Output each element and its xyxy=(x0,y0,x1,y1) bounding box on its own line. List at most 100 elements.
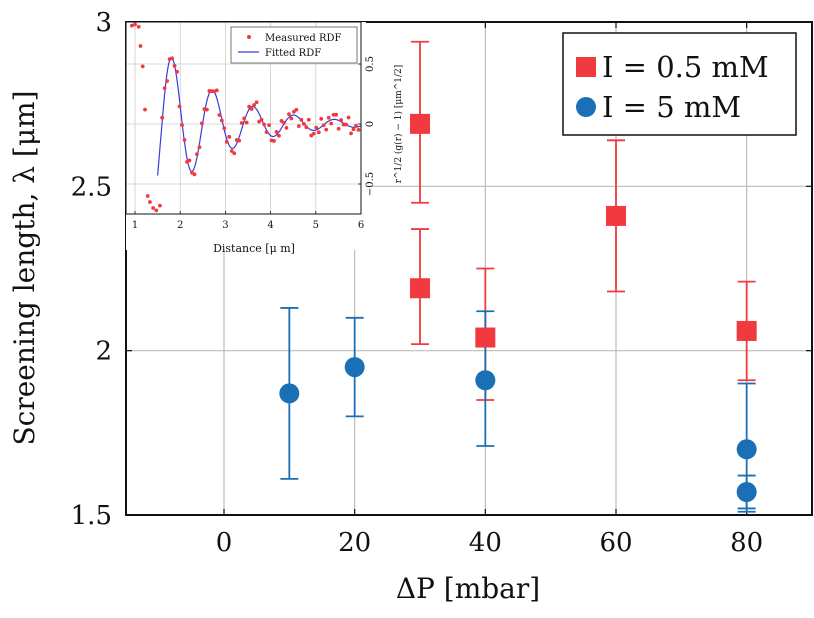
inset-measured-point xyxy=(287,112,291,117)
data-point-square xyxy=(410,113,430,134)
inset-measured-point xyxy=(165,79,170,83)
inset-measured-point xyxy=(254,100,259,105)
x-tick-label: 40 xyxy=(469,528,502,558)
inset-measured-point xyxy=(200,121,204,126)
inset-measured-point xyxy=(192,172,197,177)
inset-measured-point xyxy=(262,122,266,127)
inset-measured-point xyxy=(252,103,257,107)
data-point-circle xyxy=(279,383,300,404)
inset-measured-point xyxy=(157,203,162,208)
legend-marker-square xyxy=(576,57,596,77)
data-point-square xyxy=(410,278,430,299)
x-tick-label: 0 xyxy=(216,528,233,558)
inset-measured-point xyxy=(301,121,306,126)
inset-measured-point xyxy=(138,44,143,48)
inset-measured-point xyxy=(334,112,339,117)
main-series xyxy=(279,40,757,513)
inset-legend-measured-label: Measured RDF xyxy=(265,33,342,44)
inset-measured-point xyxy=(299,117,304,122)
inset-measured-point xyxy=(344,122,348,127)
inset-legend-measured-marker xyxy=(247,35,251,39)
data-point-circle xyxy=(344,357,365,378)
inset-measured-point xyxy=(247,104,252,109)
inset-measured-point xyxy=(264,130,269,135)
data-point-circle xyxy=(736,481,757,502)
inset-measured-point xyxy=(227,134,232,139)
inset-measured-point xyxy=(219,118,224,123)
inset-measured-point xyxy=(151,206,156,210)
inset-legend-fitted-label: Fitted RDF xyxy=(265,48,321,59)
y-tick-label: 2 xyxy=(95,337,112,367)
inset-measured-point xyxy=(354,123,358,128)
inset-measured-point xyxy=(351,127,356,132)
inset-measured-point xyxy=(274,130,279,134)
inset-measured-point xyxy=(133,22,137,27)
inset-measured-point xyxy=(242,116,247,121)
inset-measured-point xyxy=(160,115,165,120)
inset-measured-point xyxy=(326,115,331,120)
data-point-circle xyxy=(475,370,496,391)
inset-legend: Measured RDF Fitted RDF xyxy=(230,26,358,64)
inset-measured-point xyxy=(182,138,187,142)
inset-measured-point xyxy=(277,133,281,138)
data-point-square xyxy=(475,327,496,348)
data-point-square xyxy=(606,205,626,226)
inset-measured-point xyxy=(306,117,311,122)
inset-measured-point xyxy=(154,208,159,213)
inset-ticks: 1 2 3 4 5 6 0.5 0 −0.5 xyxy=(132,56,376,231)
inset-measured-point xyxy=(329,121,334,126)
inset-measured-point xyxy=(195,152,199,157)
inset-measured-point xyxy=(249,107,254,111)
legend-label-0: I = 0.5 mM xyxy=(602,50,769,84)
data-point-square xyxy=(736,320,757,341)
y-tick-label: 1.5 xyxy=(71,501,112,531)
inset-measured-point xyxy=(244,120,249,125)
inset-measured-point xyxy=(339,118,344,122)
inset-measured-point xyxy=(177,104,182,109)
inset-measured-point xyxy=(217,113,222,117)
inset-measured-point xyxy=(294,107,299,112)
inset-measured-point xyxy=(324,127,329,132)
x-tick-label: 20 xyxy=(338,528,371,558)
x-tick-label: 80 xyxy=(730,528,763,558)
inset-measured-point xyxy=(267,123,271,128)
inset-measured-point xyxy=(311,131,316,136)
y-tick-label: 3 xyxy=(95,8,112,38)
inset-measured-point xyxy=(296,124,301,128)
inset-x-tick-label: 5 xyxy=(313,220,319,231)
inset-measured-point xyxy=(259,117,264,122)
inset-measured-point xyxy=(222,126,227,131)
inset-x-tick-label: 4 xyxy=(267,220,273,231)
inset-measured-point xyxy=(136,24,141,29)
inset-measured-point xyxy=(140,64,145,69)
inset-x-tick-label: 6 xyxy=(358,220,364,231)
main-x-axis-label: ΔP [mbar] xyxy=(396,572,540,605)
inset-measured-point xyxy=(239,121,244,125)
inset-measured-point xyxy=(175,69,179,74)
inset-x-tick-label: 3 xyxy=(222,220,228,231)
inset-frame xyxy=(125,21,362,215)
inset-measured-point xyxy=(319,116,324,121)
inset-measured-point xyxy=(214,88,219,93)
inset-measured-point xyxy=(187,158,192,163)
main-ticks: 0 20 40 60 801.522.53 xyxy=(71,8,812,558)
main-plot-frame xyxy=(125,21,813,516)
inset-measured-point xyxy=(284,126,289,130)
inset-measured-point xyxy=(172,63,177,68)
main-y-axis-label: Screening length, λ [μm] xyxy=(8,90,41,445)
inset-measured-point xyxy=(204,107,209,112)
inset-x-axis-label: Distance [μ m] xyxy=(213,242,295,255)
inset-measured-point xyxy=(162,86,167,91)
legend-label-1: I = 5 mM xyxy=(602,90,741,124)
inset-measured-point xyxy=(170,56,174,61)
inset-measured-point xyxy=(232,151,237,156)
inset-measured-point xyxy=(289,116,294,121)
inset-measured-point xyxy=(224,139,229,144)
inset-measured-point xyxy=(148,200,152,204)
inset-measured-point xyxy=(272,139,276,143)
inset-measured-point xyxy=(237,138,242,143)
inset-y-tick-label: −0.5 xyxy=(365,172,376,196)
inset-x-tick-label: 1 xyxy=(132,220,138,231)
x-tick-label: 60 xyxy=(599,528,632,558)
inset-measured-point xyxy=(321,123,326,128)
